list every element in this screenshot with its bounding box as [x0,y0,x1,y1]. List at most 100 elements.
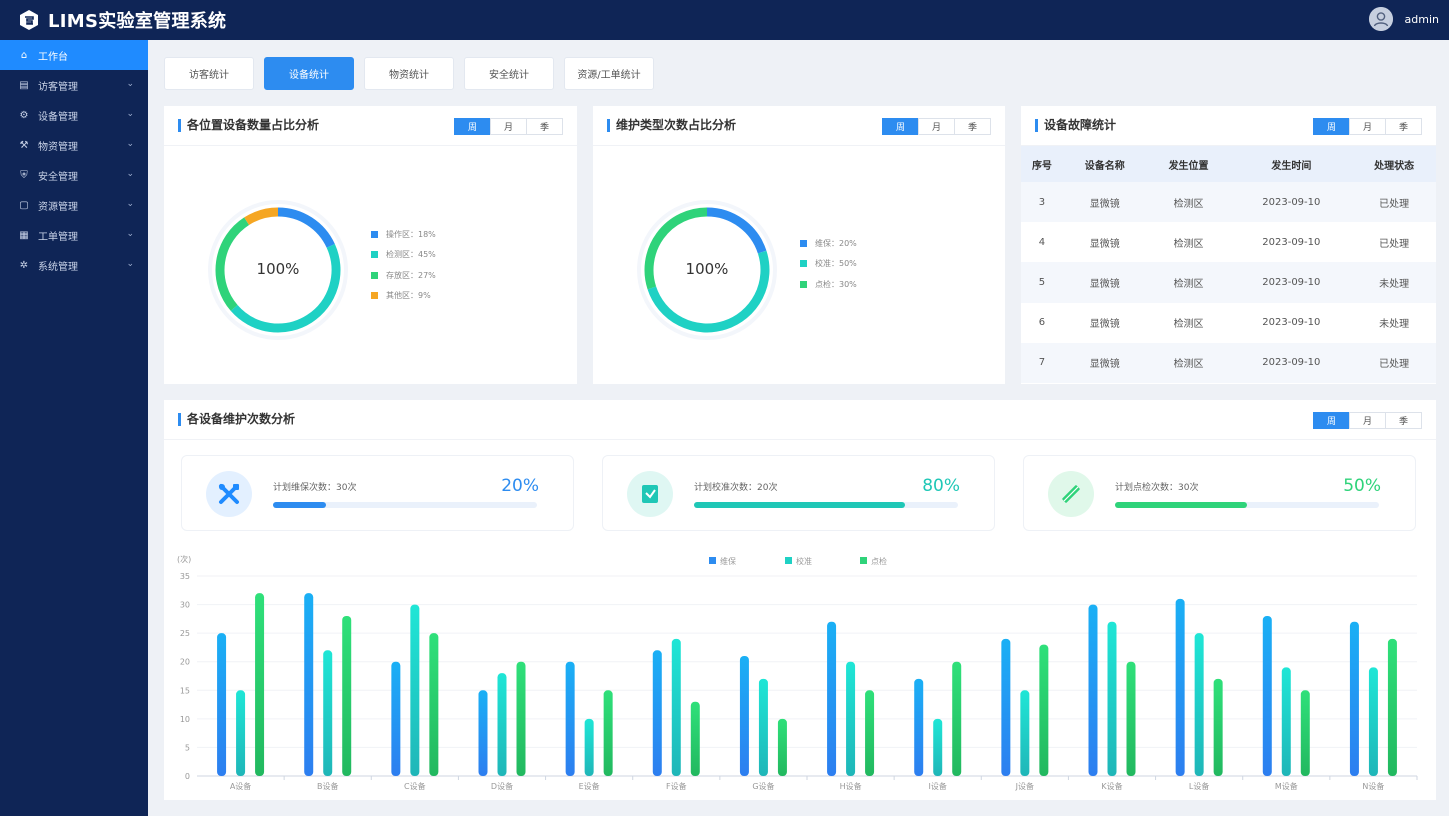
location-legend: 操作区：18% 检测区：45% 存放区：27% 其他区：9% [371,224,436,306]
resource-icon: ▢ [19,199,29,211]
period-month-button[interactable]: 月 [1349,412,1386,429]
legend-swatch [800,260,807,268]
status-badge: 未处理 [1379,319,1410,331]
sidebar-item[interactable]: ⌂ 工作台 [0,40,148,70]
table-row[interactable]: 4 显微镜 检测区 2023-09-10 已处理 [1021,222,1436,262]
cell-device: 显微镜 [1089,238,1120,250]
stat-tab[interactable]: 物资统计 [364,57,454,90]
cell-device: 显微镜 [1062,342,1147,383]
cell-time: 2023-09-10 [1262,236,1321,248]
legend-item[interactable]: 其他区：9% [371,286,436,307]
column-header: 发生位置 [1146,146,1231,182]
sidebar-item[interactable]: ▢ 资源管理 ⌄ [0,190,148,220]
stat-tab[interactable]: 资源/工单统计 [564,57,654,90]
maint-stat-card: 计划校准次数：20次 80% [602,455,995,531]
visitor-icon: ▤ [19,79,29,91]
cell-location: 检测区 [1173,238,1204,250]
period-season-button[interactable]: 季 [526,118,563,135]
stat-label: 计划校准次数：20次 [694,483,778,493]
app-logo[interactable]: LIMS实验室管理系统 [18,7,226,33]
table-row[interactable]: 6 显微镜 检测区 2023-09-10 未处理 [1021,303,1436,343]
sidebar-item[interactable]: ▦ 工单管理 ⌄ [0,220,148,250]
sidebar-item-label: 设备管理 [38,111,78,123]
table-row[interactable]: 3 显微镜 检测区 2023-09-10 已处理 [1021,182,1436,223]
period-season-button[interactable]: 季 [1385,412,1422,429]
legend-swatch [800,280,807,288]
cell-no: 7 [1021,342,1063,383]
legend-label: 其他区：9% [386,291,431,301]
sidebar-item-label: 安全管理 [38,171,78,183]
donut-slice [644,207,708,290]
panel-title: 各设备维护次数分析 [178,413,295,426]
avatar[interactable] [1368,7,1393,31]
legend-item[interactable]: 点检：30% [800,274,857,295]
column-header: 设备名称 [1062,146,1147,182]
status-badge: 已处理 [1352,342,1436,383]
progress-fill [694,502,906,508]
sidebar-item-label: 工作台 [38,51,68,63]
legend-item[interactable]: 存放区：27% [371,265,436,286]
stat-label: 计划点检次数：30次 [1115,483,1199,493]
chevron-down-icon: ⌄ [126,169,134,179]
panel-header: 设备故障统计 周 月 季 [1021,106,1436,146]
legend-item[interactable]: 检测区：45% [371,245,436,266]
cell-device: 显微镜 [1089,319,1120,331]
donut-slice [706,207,767,254]
sidebar-item[interactable]: ✲ 系统管理 ⌄ [0,250,148,280]
period-month-button[interactable]: 月 [918,118,955,135]
legend-swatch [371,292,378,300]
period-week-button[interactable]: 周 [454,118,491,135]
legend-swatch [371,230,378,238]
period-week-button[interactable]: 周 [1313,412,1350,429]
stat-percent: 20% [501,476,539,496]
progress-fill [273,502,326,508]
tools-icon [206,471,252,517]
sidebar-item[interactable]: ▤ 访客管理 ⌄ [0,70,148,100]
wrench-icon: ⚒ [19,139,29,151]
cell-location: 检测区 [1146,182,1231,223]
legend-swatch [371,251,378,259]
cell-device: 显微镜 [1062,182,1147,223]
legend-item[interactable]: 校准：50% [800,254,857,275]
sidebar-item-label: 工单管理 [38,231,78,243]
stat-tab[interactable]: 访客统计 [164,57,254,90]
period-month-button[interactable]: 月 [490,118,527,135]
period-switch: 周 月 季 [1313,412,1422,429]
progress-bar [694,502,958,508]
donut-slice [647,250,770,333]
sidebar-item[interactable]: ⛨ 安全管理 ⌄ [0,160,148,190]
legend-swatch [800,239,807,247]
period-week-button[interactable]: 周 [882,118,919,135]
column-header: 发生时间 [1230,146,1353,182]
user-name: admin [1404,12,1439,26]
status-badge: 未处理 [1352,262,1436,303]
chevron-down-icon: ⌄ [126,79,134,89]
cell-device: 显微镜 [1062,262,1147,303]
sidebar-item[interactable]: ⚒ 物资管理 ⌄ [0,130,148,160]
cell-time: 2023-09-10 [1230,262,1353,303]
stat-tab[interactable]: 安全统计 [464,57,554,90]
user-menu[interactable]: admin [1368,7,1439,31]
maint-stat-card: 计划维保次数：30次 20% [181,455,574,531]
stat-tab[interactable]: 设备统计 [264,57,354,90]
legend-item[interactable]: 维保：20% [800,233,857,254]
column-header: 序号 [1021,146,1063,182]
chevron-down-icon: ⌄ [126,109,134,119]
period-month-button[interactable]: 月 [1349,118,1386,135]
legend-item[interactable]: 操作区：18% [371,224,436,245]
period-switch: 周 月 季 [882,118,991,135]
cell-no: 6 [1038,317,1046,329]
table-row[interactable]: 7 显微镜 检测区 2023-09-10 已处理 [1021,342,1436,383]
donut-slice [244,207,279,226]
period-season-button[interactable]: 季 [954,118,991,135]
table-row[interactable]: 5 显微镜 检测区 2023-09-10 未处理 [1021,262,1436,303]
sidebar-item[interactable]: ⚙ 设备管理 ⌄ [0,100,148,130]
chevron-down-icon: ⌄ [126,139,134,149]
chevron-down-icon: ⌄ [126,229,134,239]
progress-bar [1115,502,1379,508]
period-season-button[interactable]: 季 [1385,118,1422,135]
fault-stat-panel: 设备故障统计 周 月 季 序号 设备名称 发生位置 发生时间 处理状态 3 显微镜 检测区 2… [1021,106,1436,384]
donut-outer-ring [637,200,777,340]
app-title: LIMS实验室管理系统 [48,11,227,32]
period-week-button[interactable]: 周 [1313,118,1350,135]
